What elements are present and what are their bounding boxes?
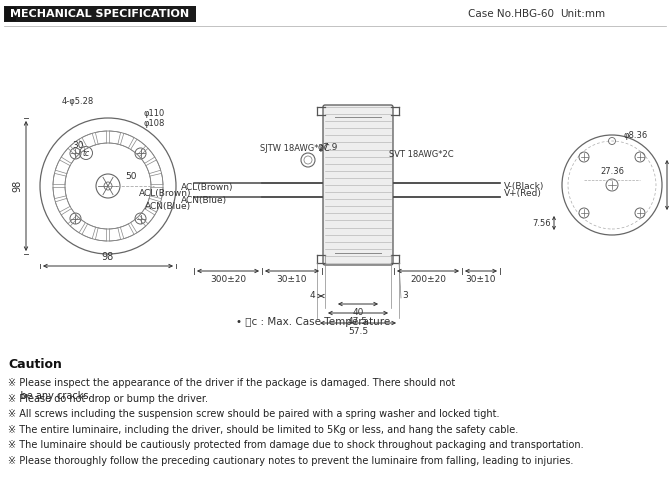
Text: ※ All screws including the suspension screw should be paired with a spring washe: ※ All screws including the suspension sc… (8, 409, 500, 419)
Text: 30±10: 30±10 (277, 275, 308, 284)
Bar (5, 7, 16, 21)
Text: 47.5: 47.5 (348, 317, 368, 326)
Text: ACL(Brown)
ACN(Blue): ACL(Brown) ACN(Blue) (139, 189, 191, 211)
Text: φ110: φ110 (143, 109, 164, 118)
Bar (4, 6, 196, 22)
Text: ※ Please inspect the appearance of the driver if the package is damaged. There s: ※ Please inspect the appearance of the d… (8, 378, 455, 401)
Text: 200±20: 200±20 (410, 275, 446, 284)
Text: φ108: φ108 (143, 119, 164, 128)
Text: • Ⓣc : Max. Case Temperature: • Ⓣc : Max. Case Temperature (236, 317, 390, 327)
Text: 98: 98 (12, 180, 22, 192)
Text: MECHANICAL SPECIFICATION: MECHANICAL SPECIFICATION (11, 9, 190, 19)
Text: φ8.36: φ8.36 (624, 131, 649, 140)
Text: Case No.HBG-60: Case No.HBG-60 (468, 9, 554, 19)
FancyBboxPatch shape (323, 105, 393, 265)
Text: SVT 18AWG*2C: SVT 18AWG*2C (389, 150, 454, 159)
Text: tc: tc (82, 149, 90, 158)
Text: 4: 4 (310, 291, 315, 300)
Text: 4-φ5.28: 4-φ5.28 (62, 97, 94, 106)
Text: 40: 40 (352, 308, 364, 317)
Text: φ7.9: φ7.9 (318, 143, 338, 152)
Text: 300±20: 300±20 (210, 275, 246, 284)
Text: 98: 98 (102, 252, 114, 262)
Text: Caution: Caution (8, 358, 62, 371)
Text: ※ The entire luminaire, including the driver, should be limited to 5Kg or less, : ※ The entire luminaire, including the dr… (8, 424, 519, 435)
Text: V-(Black): V-(Black) (504, 182, 544, 191)
Text: SJTW 18AWG*2C: SJTW 18AWG*2C (260, 144, 330, 153)
Text: 50: 50 (125, 172, 137, 181)
Text: ※ The luminaire should be cautiously protected from damage due to shock througho: ※ The luminaire should be cautiously pro… (8, 440, 584, 450)
Text: V+(Red): V+(Red) (504, 189, 542, 198)
Text: 30: 30 (72, 141, 84, 150)
Text: ※ Please thoroughly follow the preceding cautionary notes to prevent the luminai: ※ Please thoroughly follow the preceding… (8, 455, 574, 465)
Text: 57.5: 57.5 (348, 327, 368, 336)
Text: Unit:mm: Unit:mm (560, 9, 605, 19)
Text: 7.56: 7.56 (533, 218, 551, 228)
Text: ※ Please do not drop or bump the driver.: ※ Please do not drop or bump the driver. (8, 394, 208, 404)
Text: 30±10: 30±10 (466, 275, 496, 284)
Text: ACL(Brown)
ACN(Blue): ACL(Brown) ACN(Blue) (181, 183, 234, 205)
Text: 3: 3 (402, 291, 408, 300)
Text: 27.36: 27.36 (600, 167, 624, 176)
